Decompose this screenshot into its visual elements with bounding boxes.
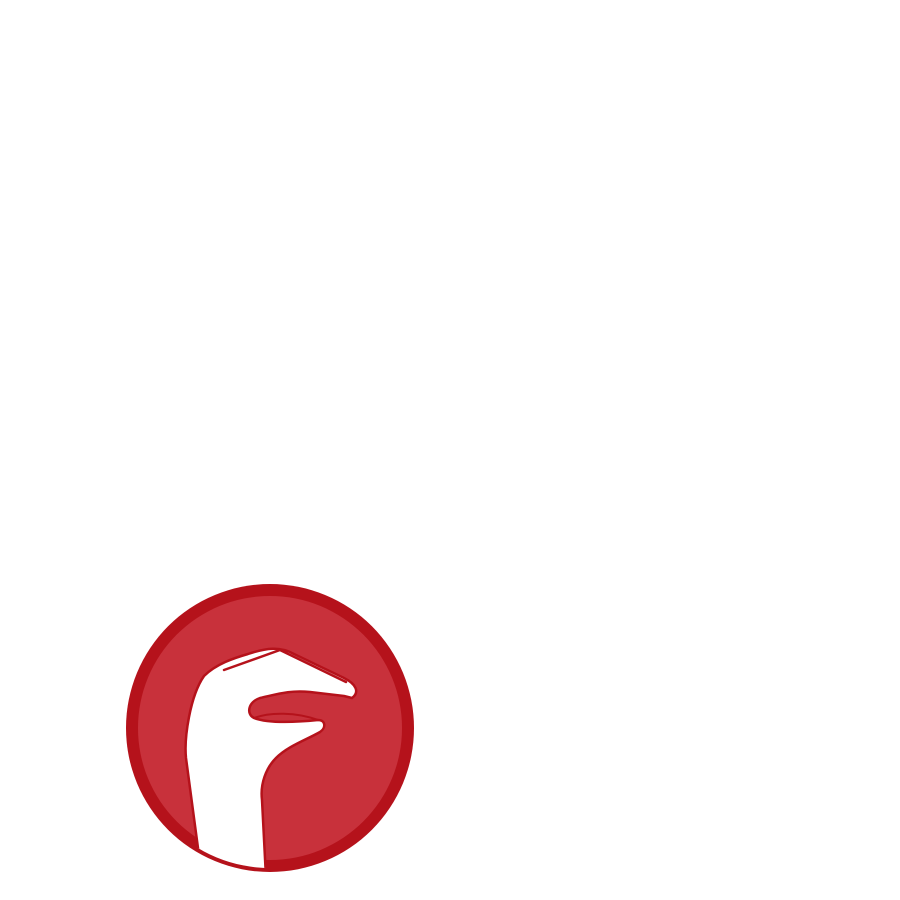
hand-gesture-icon <box>122 580 418 876</box>
logo <box>120 578 420 878</box>
hand-shape <box>184 647 358 868</box>
hand-finger-line <box>253 712 319 721</box>
hand-nail-top <box>222 648 348 684</box>
hand-nail-inner <box>226 656 344 690</box>
